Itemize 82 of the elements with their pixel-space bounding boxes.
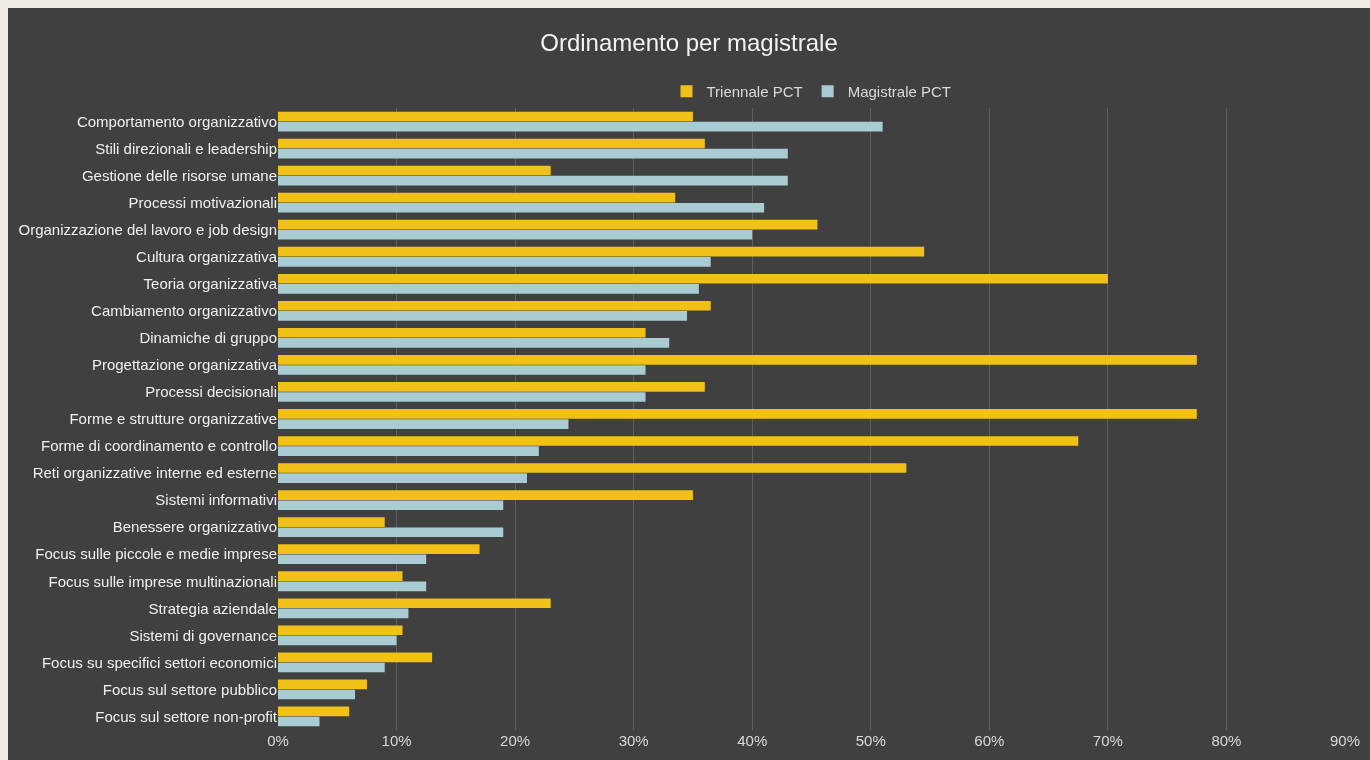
x-tick-label: 20%	[500, 732, 531, 749]
x-tick-label: 90%	[1329, 732, 1361, 749]
bar	[278, 500, 504, 511]
bar	[278, 463, 907, 473]
bar	[278, 219, 818, 230]
bar	[278, 608, 409, 619]
x-tick-label: 40%	[737, 732, 768, 749]
y-tick-label: Processi motivazionali	[128, 193, 277, 211]
y-tick-label: Focus sul settore pubblico	[102, 680, 277, 698]
bar	[278, 652, 433, 663]
x-tick-label: 0%	[267, 732, 289, 749]
x-tick-label: 50%	[855, 732, 886, 749]
x-tick-label: 10%	[381, 732, 412, 749]
bar	[278, 527, 504, 538]
bar	[278, 138, 705, 149]
x-tick-label: 60%	[974, 732, 1005, 749]
bar	[278, 148, 788, 159]
y-tick-label: Focus sulle piccole e medie imprese	[35, 545, 277, 563]
x-tick-label: 30%	[618, 732, 649, 749]
bar	[278, 419, 569, 429]
bar	[278, 679, 367, 690]
bar	[278, 365, 646, 375]
bar	[278, 327, 646, 338]
bar	[278, 716, 320, 727]
y-tick-label: Forme di coordinamento e controllo	[41, 437, 277, 455]
bar	[278, 382, 705, 392]
y-tick-label: Focus su specifici settori economici	[41, 653, 277, 671]
chart-title: Ordinamento per magistrale	[540, 29, 838, 57]
bar	[278, 517, 385, 527]
bar	[278, 229, 753, 240]
bar	[278, 581, 427, 592]
bar	[278, 571, 403, 582]
y-tick-label: Teoria organizzativa	[143, 275, 278, 293]
bar	[278, 436, 1079, 446]
bar	[278, 635, 397, 646]
bar	[278, 300, 711, 311]
y-tick-label: Benessere organizzativo	[112, 518, 277, 536]
y-tick-label: Processi decisionali	[145, 383, 277, 401]
bar	[278, 446, 539, 456]
bar	[278, 706, 350, 717]
y-tick-label: Focus sul settore non-profit	[95, 707, 278, 725]
bar	[278, 338, 670, 348]
y-tick-label: Cultura organizzativa	[136, 247, 278, 265]
y-tick-label: Gestione delle risorse umane	[81, 166, 277, 184]
y-tick-label: Reti organizzative interne ed esterne	[32, 464, 277, 482]
bar	[278, 256, 711, 267]
bar	[278, 246, 925, 257]
bar	[278, 544, 480, 554]
bar	[278, 598, 551, 609]
y-tick-label: Organizzazione del lavoro e job design	[18, 220, 277, 238]
bar	[278, 165, 551, 176]
y-tick-label: Cambiamento organizzativo	[91, 302, 277, 320]
y-tick-label: Forme e strutture organizzative	[69, 410, 277, 428]
bar	[278, 202, 765, 213]
y-tick-label: Progettazione organizzativa	[91, 356, 278, 374]
bar	[278, 175, 788, 186]
y-tick-label: Dinamiche di gruppo	[139, 329, 277, 347]
bar	[278, 625, 403, 636]
bar	[278, 311, 688, 321]
legend-label: Triennale PCT	[706, 83, 803, 101]
bar	[278, 355, 1197, 365]
bar	[278, 273, 1108, 284]
bar	[278, 392, 646, 402]
bar	[278, 662, 385, 673]
y-tick-label: Sistemi di governance	[129, 626, 277, 644]
bar	[278, 121, 883, 132]
bar	[278, 192, 676, 203]
y-tick-label: Focus sulle imprese multinazionali	[48, 572, 277, 590]
bar	[278, 111, 693, 122]
x-tick-label: 80%	[1211, 732, 1242, 749]
bar	[278, 490, 693, 500]
y-tick-label: Comportamento organizzativo	[76, 112, 277, 130]
y-tick-label: Strategia aziendale	[148, 599, 277, 617]
x-tick-label: 70%	[1092, 732, 1123, 749]
bar	[278, 409, 1197, 419]
bar	[278, 689, 356, 700]
bar	[278, 554, 427, 565]
y-tick-label: Sistemi informativi	[155, 491, 277, 509]
bar	[278, 473, 527, 483]
legend-label: Magistrale PCT	[847, 83, 952, 101]
y-tick-label: Stili direzionali e leadership	[95, 139, 277, 157]
bar	[278, 284, 699, 294]
